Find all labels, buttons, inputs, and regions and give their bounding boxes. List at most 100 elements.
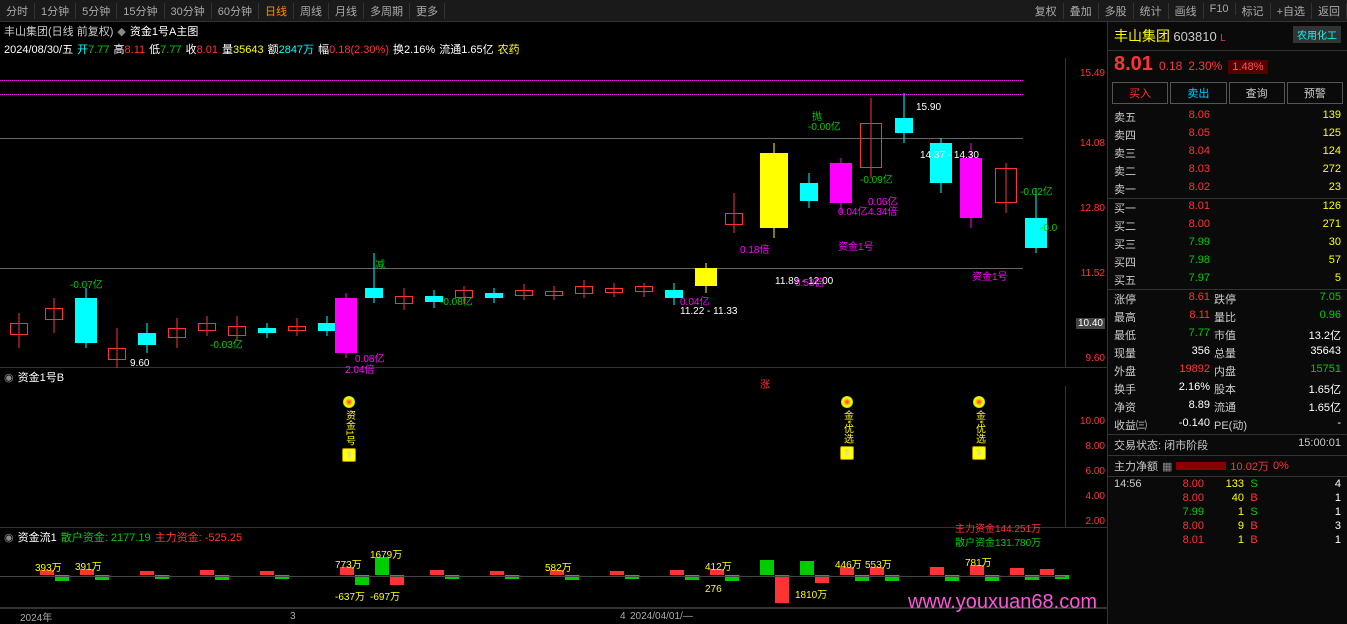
candle xyxy=(930,58,952,378)
ask-row[interactable]: 卖二8.03272 xyxy=(1108,162,1347,180)
flow-bar xyxy=(800,561,814,575)
tool-画线[interactable]: 画线 xyxy=(1169,3,1204,19)
timeframe-1分钟[interactable]: 1分钟 xyxy=(35,3,76,19)
flow-bar xyxy=(710,569,724,575)
top-toolbar: 分时1分钟5分钟15分钟30分钟60分钟日线周线月线多周期更多 复权叠加多股统计… xyxy=(0,0,1347,22)
candle xyxy=(860,58,882,378)
candle xyxy=(395,58,413,378)
sub-chart-1[interactable]: ◉ 资金1号B 资金1号$金*优选$金*优选$主力资金144.251万散户资金1… xyxy=(0,368,1107,528)
tool-多股[interactable]: 多股 xyxy=(1099,3,1134,19)
timeframe-周线[interactable]: 周线 xyxy=(294,3,329,19)
bid-row[interactable]: 买一8.01126 xyxy=(1108,199,1347,217)
timeframe-15分钟[interactable]: 15分钟 xyxy=(117,3,164,19)
candle xyxy=(830,58,852,378)
flow-bar xyxy=(340,567,354,575)
flow-bar xyxy=(1010,568,1024,575)
watermark: www.youxuan68.com xyxy=(908,591,1097,614)
flow-bar xyxy=(610,571,624,575)
bid-row[interactable]: 买四7.9857 xyxy=(1108,253,1347,271)
candle xyxy=(365,58,383,378)
candle xyxy=(425,58,443,378)
timeframe-分时[interactable]: 分时 xyxy=(0,3,35,19)
candle xyxy=(960,58,982,378)
tool-+自选[interactable]: +自选 xyxy=(1271,3,1312,19)
ask-row[interactable]: 卖三8.04124 xyxy=(1108,144,1347,162)
candle xyxy=(258,58,276,378)
candle xyxy=(318,58,336,378)
timeframe-30分钟[interactable]: 30分钟 xyxy=(165,3,212,19)
timeframe-5分钟[interactable]: 5分钟 xyxy=(76,3,117,19)
candle xyxy=(75,58,97,378)
candle xyxy=(635,58,653,378)
candle xyxy=(515,58,533,378)
candle xyxy=(168,58,186,378)
tick-row: 14:568.00133S4 xyxy=(1108,477,1347,491)
ask-row[interactable]: 卖一8.0223 xyxy=(1108,180,1347,198)
flow-bar xyxy=(375,557,389,575)
flow-bar xyxy=(760,560,774,575)
candle xyxy=(800,58,818,378)
flow-bar xyxy=(260,571,274,575)
stock-name: 丰山集团 xyxy=(1114,28,1170,44)
signal-marker: 金*优选$ xyxy=(970,396,988,460)
timeframe-月线[interactable]: 月线 xyxy=(329,3,364,19)
last-price: 8.01 xyxy=(1114,53,1153,76)
tick-list: 14:568.00133S48.0040B17.991S18.009B38.01… xyxy=(1108,477,1347,624)
btn-预警[interactable]: 预警 xyxy=(1287,82,1343,104)
tick-row: 8.0040B1 xyxy=(1108,491,1347,505)
ohlc-bar: 2024/08/30/五 开7.77 高8.11 低7.77 收8.01 量35… xyxy=(0,40,1107,58)
tool-统计[interactable]: 统计 xyxy=(1134,3,1169,19)
candle xyxy=(1025,58,1047,378)
flow-bar xyxy=(40,570,54,575)
candle xyxy=(45,58,63,378)
ask-row[interactable]: 卖五8.06139 xyxy=(1108,108,1347,126)
stock-code: 603810 xyxy=(1173,29,1216,44)
candle xyxy=(138,58,156,378)
flow-bar xyxy=(670,570,684,575)
side-panel: 丰山集团 603810 L 农用化工 8.01 0.18 2.30% 1.48%… xyxy=(1107,22,1347,624)
candle xyxy=(335,58,357,378)
flow-bar xyxy=(430,570,444,575)
timeframe-日线[interactable]: 日线 xyxy=(259,3,294,19)
timeframe-多周期[interactable]: 多周期 xyxy=(364,3,410,19)
candle xyxy=(695,58,717,378)
industry-tag: 农用化工 xyxy=(1293,26,1341,43)
timeframe-60分钟[interactable]: 60分钟 xyxy=(212,3,259,19)
candle xyxy=(108,58,126,378)
netflow-row: 主力净额 ▦ 10.02万 0% xyxy=(1108,456,1347,477)
bid-row[interactable]: 买五7.975 xyxy=(1108,271,1347,289)
info-bar: 丰山集团(日线 前复权) ◆ 资金1号A主图 xyxy=(0,22,1107,40)
btn-卖出[interactable]: 卖出 xyxy=(1170,82,1226,104)
ask-row[interactable]: 卖四8.05125 xyxy=(1108,126,1347,144)
candle xyxy=(725,58,743,378)
bid-row[interactable]: 买二8.00271 xyxy=(1108,217,1347,235)
tool-标记[interactable]: 标记 xyxy=(1236,3,1271,19)
candle xyxy=(485,58,503,378)
btn-买入[interactable]: 买入 xyxy=(1112,82,1168,104)
tick-row: 8.009B3 xyxy=(1108,519,1347,533)
bid-row[interactable]: 买三7.9930 xyxy=(1108,235,1347,253)
stats-grid: 涨停8.61跌停7.05最高8.11量比0.96最低7.77市值13.2亿现量3… xyxy=(1108,290,1347,435)
candle xyxy=(575,58,593,378)
candle xyxy=(545,58,563,378)
tool-叠加[interactable]: 叠加 xyxy=(1064,3,1099,19)
tick-row: 8.011B1 xyxy=(1108,533,1347,547)
candle xyxy=(605,58,623,378)
candle xyxy=(455,58,473,378)
btn-查询[interactable]: 查询 xyxy=(1229,82,1285,104)
flow-bar xyxy=(1040,569,1054,575)
chart-title: 丰山集团(日线 前复权) xyxy=(4,23,113,39)
candle xyxy=(288,58,306,378)
tool-返回[interactable]: 返回 xyxy=(1312,3,1347,19)
flow-bar xyxy=(870,567,884,575)
main-chart[interactable]: -0.07亿9.60-0.03亿0.08亿2.04倍减-0.08亿0.04亿11… xyxy=(0,58,1107,368)
flow-bar xyxy=(550,570,564,575)
signal-marker: 金*优选$ xyxy=(838,396,856,460)
tool-F10[interactable]: F10 xyxy=(1204,3,1236,15)
tick-row: 7.991S1 xyxy=(1108,505,1347,519)
timeframe-更多[interactable]: 更多 xyxy=(410,3,445,19)
flow-bar xyxy=(200,570,214,575)
tool-复权[interactable]: 复权 xyxy=(1029,3,1064,19)
candle xyxy=(895,58,913,378)
flow-bar xyxy=(840,567,854,575)
